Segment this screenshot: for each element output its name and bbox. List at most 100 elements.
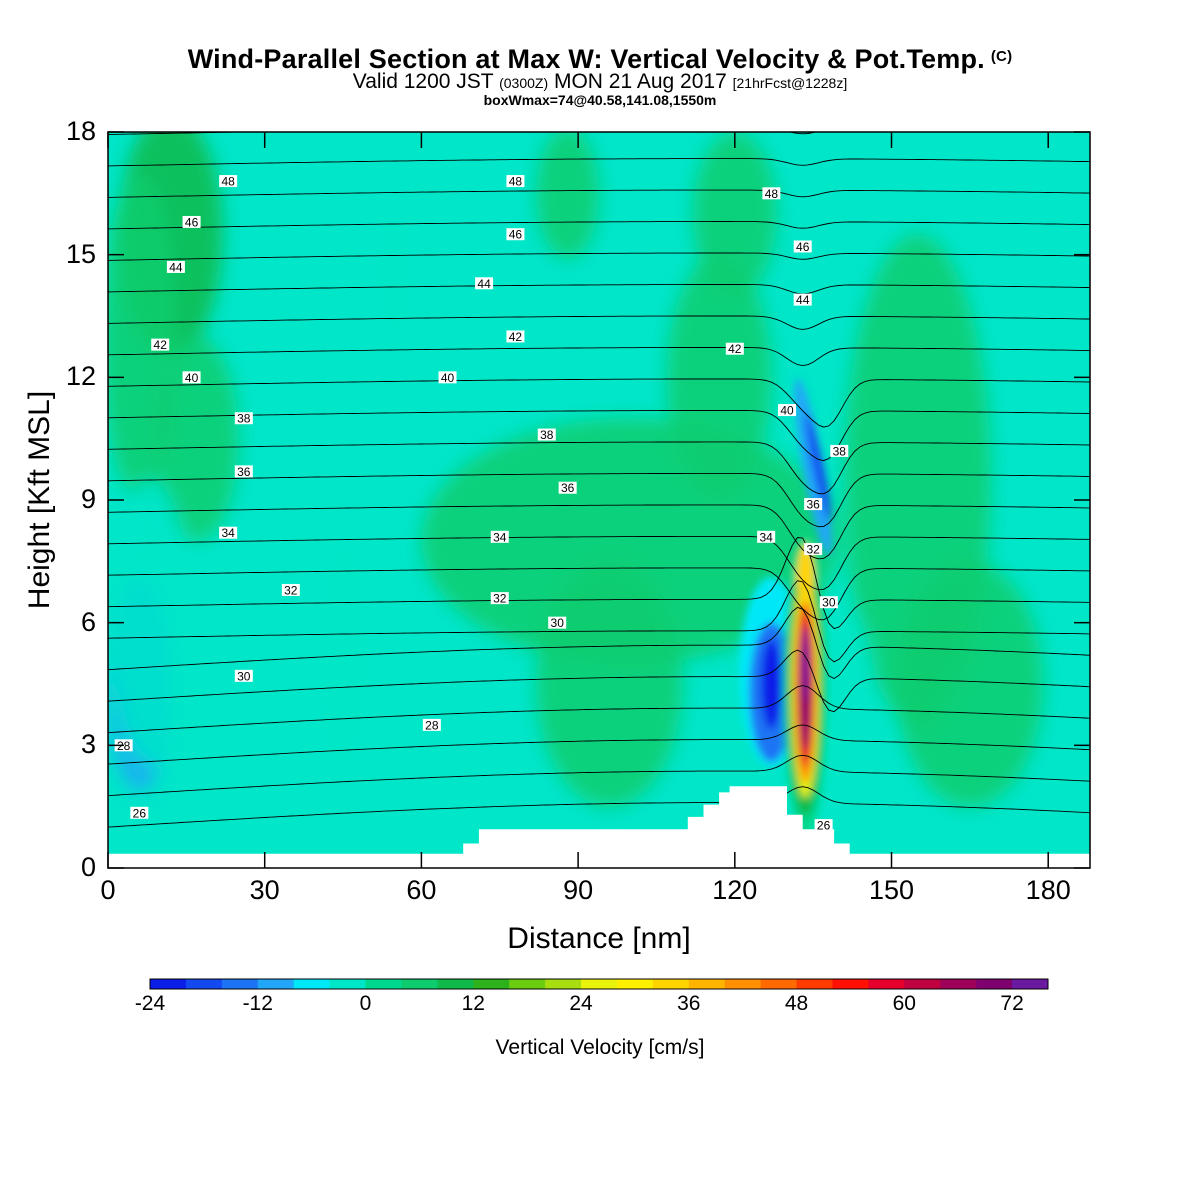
isentrope-label: 32: [490, 592, 509, 606]
downdraft-core: [761, 639, 782, 729]
isentrope-line: [108, 567, 1090, 621]
colorbar-swatch: [904, 979, 941, 989]
isentrope-label-text: 26: [817, 819, 831, 833]
isentrope-label-text: 44: [477, 277, 491, 291]
colorbar-swatch: [976, 979, 1013, 989]
isentrope-label-text: 46: [796, 240, 810, 254]
isentrope-line: [108, 252, 1090, 261]
x-tick-labels: 0 30 60 90 120 150 180: [100, 875, 1090, 905]
isentrope-label: 46: [506, 228, 525, 242]
isentrope-label: 34: [219, 526, 238, 540]
x-tick-label: 150: [868, 875, 915, 905]
copyright-mark: (C): [990, 48, 1013, 65]
isentrope-label: 48: [506, 175, 525, 189]
fv-green-central-low: [536, 561, 683, 807]
x-tick-label: 30: [249, 875, 280, 905]
y-tick-label: 12: [65, 361, 96, 392]
isentrope-label: 26: [814, 819, 833, 833]
velocity-field: [108, 132, 1090, 868]
isentrope-label: 36: [804, 498, 823, 512]
valid-date: MON 21 Aug 2017: [553, 70, 727, 93]
isentrope-label-text: 48: [221, 175, 235, 189]
isentrope-line: [108, 378, 1090, 428]
y-axis-label: Height [Kft MSL]: [23, 390, 56, 610]
fv-green-top: [536, 132, 599, 259]
isentrope-label: 46: [182, 215, 201, 229]
colorbar-tick-label: 60: [892, 992, 916, 1015]
colorbar-swatch: [832, 979, 869, 989]
x-tick-label: 60: [406, 875, 437, 905]
isentrope-label-text: 48: [509, 175, 523, 189]
isentrope-label-text: 42: [509, 330, 523, 344]
terrain: [108, 786, 1090, 868]
isentrope-label-text: 40: [185, 371, 199, 385]
isentrope-label: 42: [506, 330, 525, 344]
isentrope-line: [108, 754, 1090, 797]
downdraft-upper-core: [805, 413, 831, 522]
isentrope-label-text: 40: [780, 404, 794, 418]
isentrope-label-text: 46: [509, 228, 523, 242]
updraft-core: [801, 625, 809, 702]
y-tick-label: 15: [65, 238, 96, 269]
isentrope-label: 26: [130, 806, 149, 820]
fv-green-top-right: [693, 132, 777, 296]
isentrope-label-text: 32: [284, 583, 298, 597]
isentrope-label: 42: [151, 338, 170, 352]
isentrope-label-text: 32: [806, 543, 820, 557]
colorbar-tick-label: 12: [461, 992, 485, 1015]
isentrope-line: [108, 158, 1090, 167]
isentrope-line: [108, 410, 1090, 462]
isentrope-label-text: 26: [133, 806, 147, 820]
colorbar-swatch: [724, 979, 762, 989]
isentrope-label: 48: [219, 175, 238, 189]
colorbar-title: Vertical Velocity [cm/s]: [495, 1036, 705, 1059]
isentrope-line: [108, 441, 1090, 495]
isentrope-label: 44: [793, 293, 812, 307]
isentrope-label: 30: [548, 616, 567, 630]
colorbar-swatch: [437, 979, 474, 989]
isentrope-label-text: 28: [425, 718, 439, 732]
y-tick-labels: 0 3 6 9 12 15 18: [0, 0, 100, 882]
valid-utc: (0300Z): [499, 75, 549, 91]
fv-green-right-low: [896, 561, 1043, 807]
forecast-info: [21hrFcst@1228z]: [732, 75, 848, 91]
colorbar-swatch: [365, 979, 402, 989]
colorbar-swatch: [293, 979, 331, 989]
colorbar-swatch: [329, 979, 367, 989]
fv-green-left-mid: [155, 336, 239, 541]
isentrope-label-text: 42: [154, 338, 168, 352]
isentrope-label: 44: [166, 260, 185, 274]
isentrope-label-text: 36: [806, 498, 820, 512]
isentrope-label: 38: [234, 412, 253, 426]
fv-cyan-upper: [353, 193, 438, 357]
colorbar-swatch: [1012, 979, 1049, 989]
isentrope-lines: [108, 64, 1090, 828]
isentrope-line: [108, 504, 1090, 560]
x-tick-label: 180: [1025, 875, 1071, 905]
fv-green-ridge-up: [666, 254, 772, 500]
colorbar-swatch: [185, 979, 223, 989]
chart-title-text: Wind-Parallel Section at Max W: Vertical…: [187, 44, 985, 74]
colorbar-tick-label: 36: [677, 992, 701, 1015]
isentrope-label-text: 34: [221, 526, 235, 540]
colorbar-swatch: [868, 979, 905, 989]
isentrope-line: [108, 64, 1090, 71]
colorbar-tick-label: 48: [784, 992, 809, 1015]
axes: [107, 131, 1091, 869]
isentrope-label: 44: [475, 277, 494, 291]
isentrope-label: 28: [422, 718, 441, 732]
colorbar-tick-label: -12: [242, 992, 273, 1015]
isentrope-label: 40: [778, 404, 797, 418]
isentrope-label: 38: [537, 428, 556, 442]
isentrope-label-text: 34: [759, 530, 773, 544]
colorbar-swatch: [473, 979, 510, 989]
terrain-profile: [108, 786, 1090, 868]
isentrope-line: [108, 685, 1090, 734]
colorbar-swatch: [150, 979, 187, 989]
valid-time-line: Valid 1200 JST (0300Z) MON 21 Aug 2017 […: [0, 70, 1200, 94]
colorbar: [149, 978, 1049, 990]
colorbar-swatch: [401, 979, 438, 989]
colorbar-swatch: [581, 979, 618, 989]
isentrope-label: 40: [438, 371, 457, 385]
isentrope-label-text: 36: [237, 465, 251, 479]
